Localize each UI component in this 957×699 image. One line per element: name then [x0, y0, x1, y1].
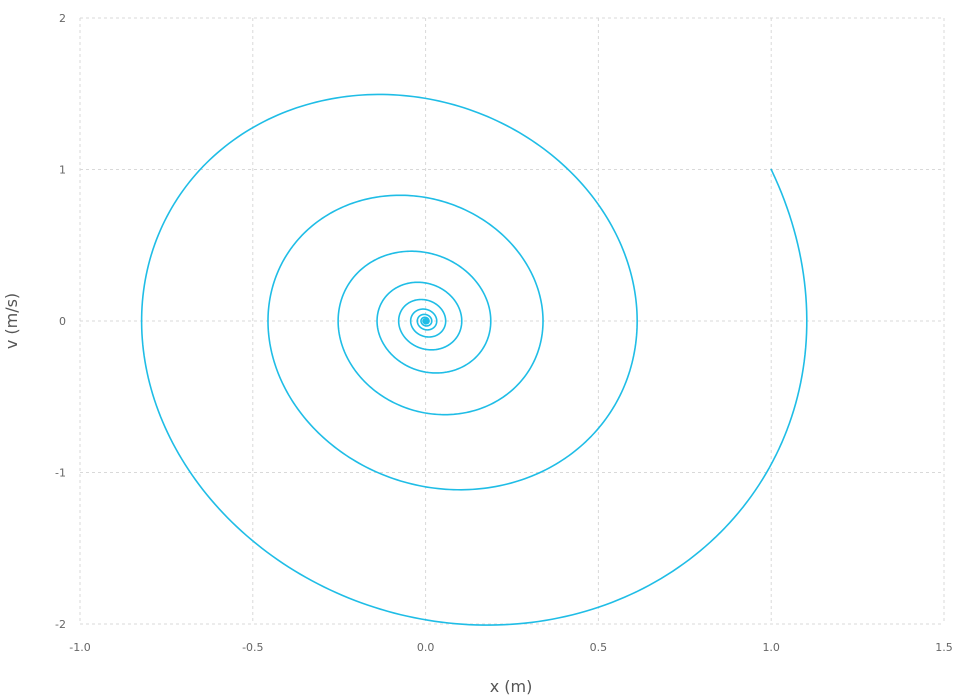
phase-trajectory-line: [140, 93, 808, 626]
x-tick-label: -1.0: [69, 641, 90, 654]
tick-labels: -1.0 -0.5 0.0 0.5 1.0 1.5 -2 -1 0 1 2: [55, 12, 953, 654]
series-layer: [140, 93, 808, 626]
x-tick-label: 0.0: [417, 641, 435, 654]
y-tick-label: 0: [59, 315, 66, 328]
x-tick-label: -0.5: [242, 641, 263, 654]
y-tick-label: 1: [59, 164, 66, 177]
y-tick-label: -2: [55, 618, 66, 631]
x-tick-label: 1.0: [762, 641, 780, 654]
x-tick-label: 1.5: [935, 641, 953, 654]
x-tick-label: 0.5: [590, 641, 608, 654]
y-axis-label: v (m/s): [2, 293, 21, 349]
x-axis-label: x (m): [490, 677, 533, 696]
y-tick-label: 2: [59, 12, 66, 25]
grid: [79, 17, 945, 625]
y-tick-label: -1: [55, 467, 66, 480]
